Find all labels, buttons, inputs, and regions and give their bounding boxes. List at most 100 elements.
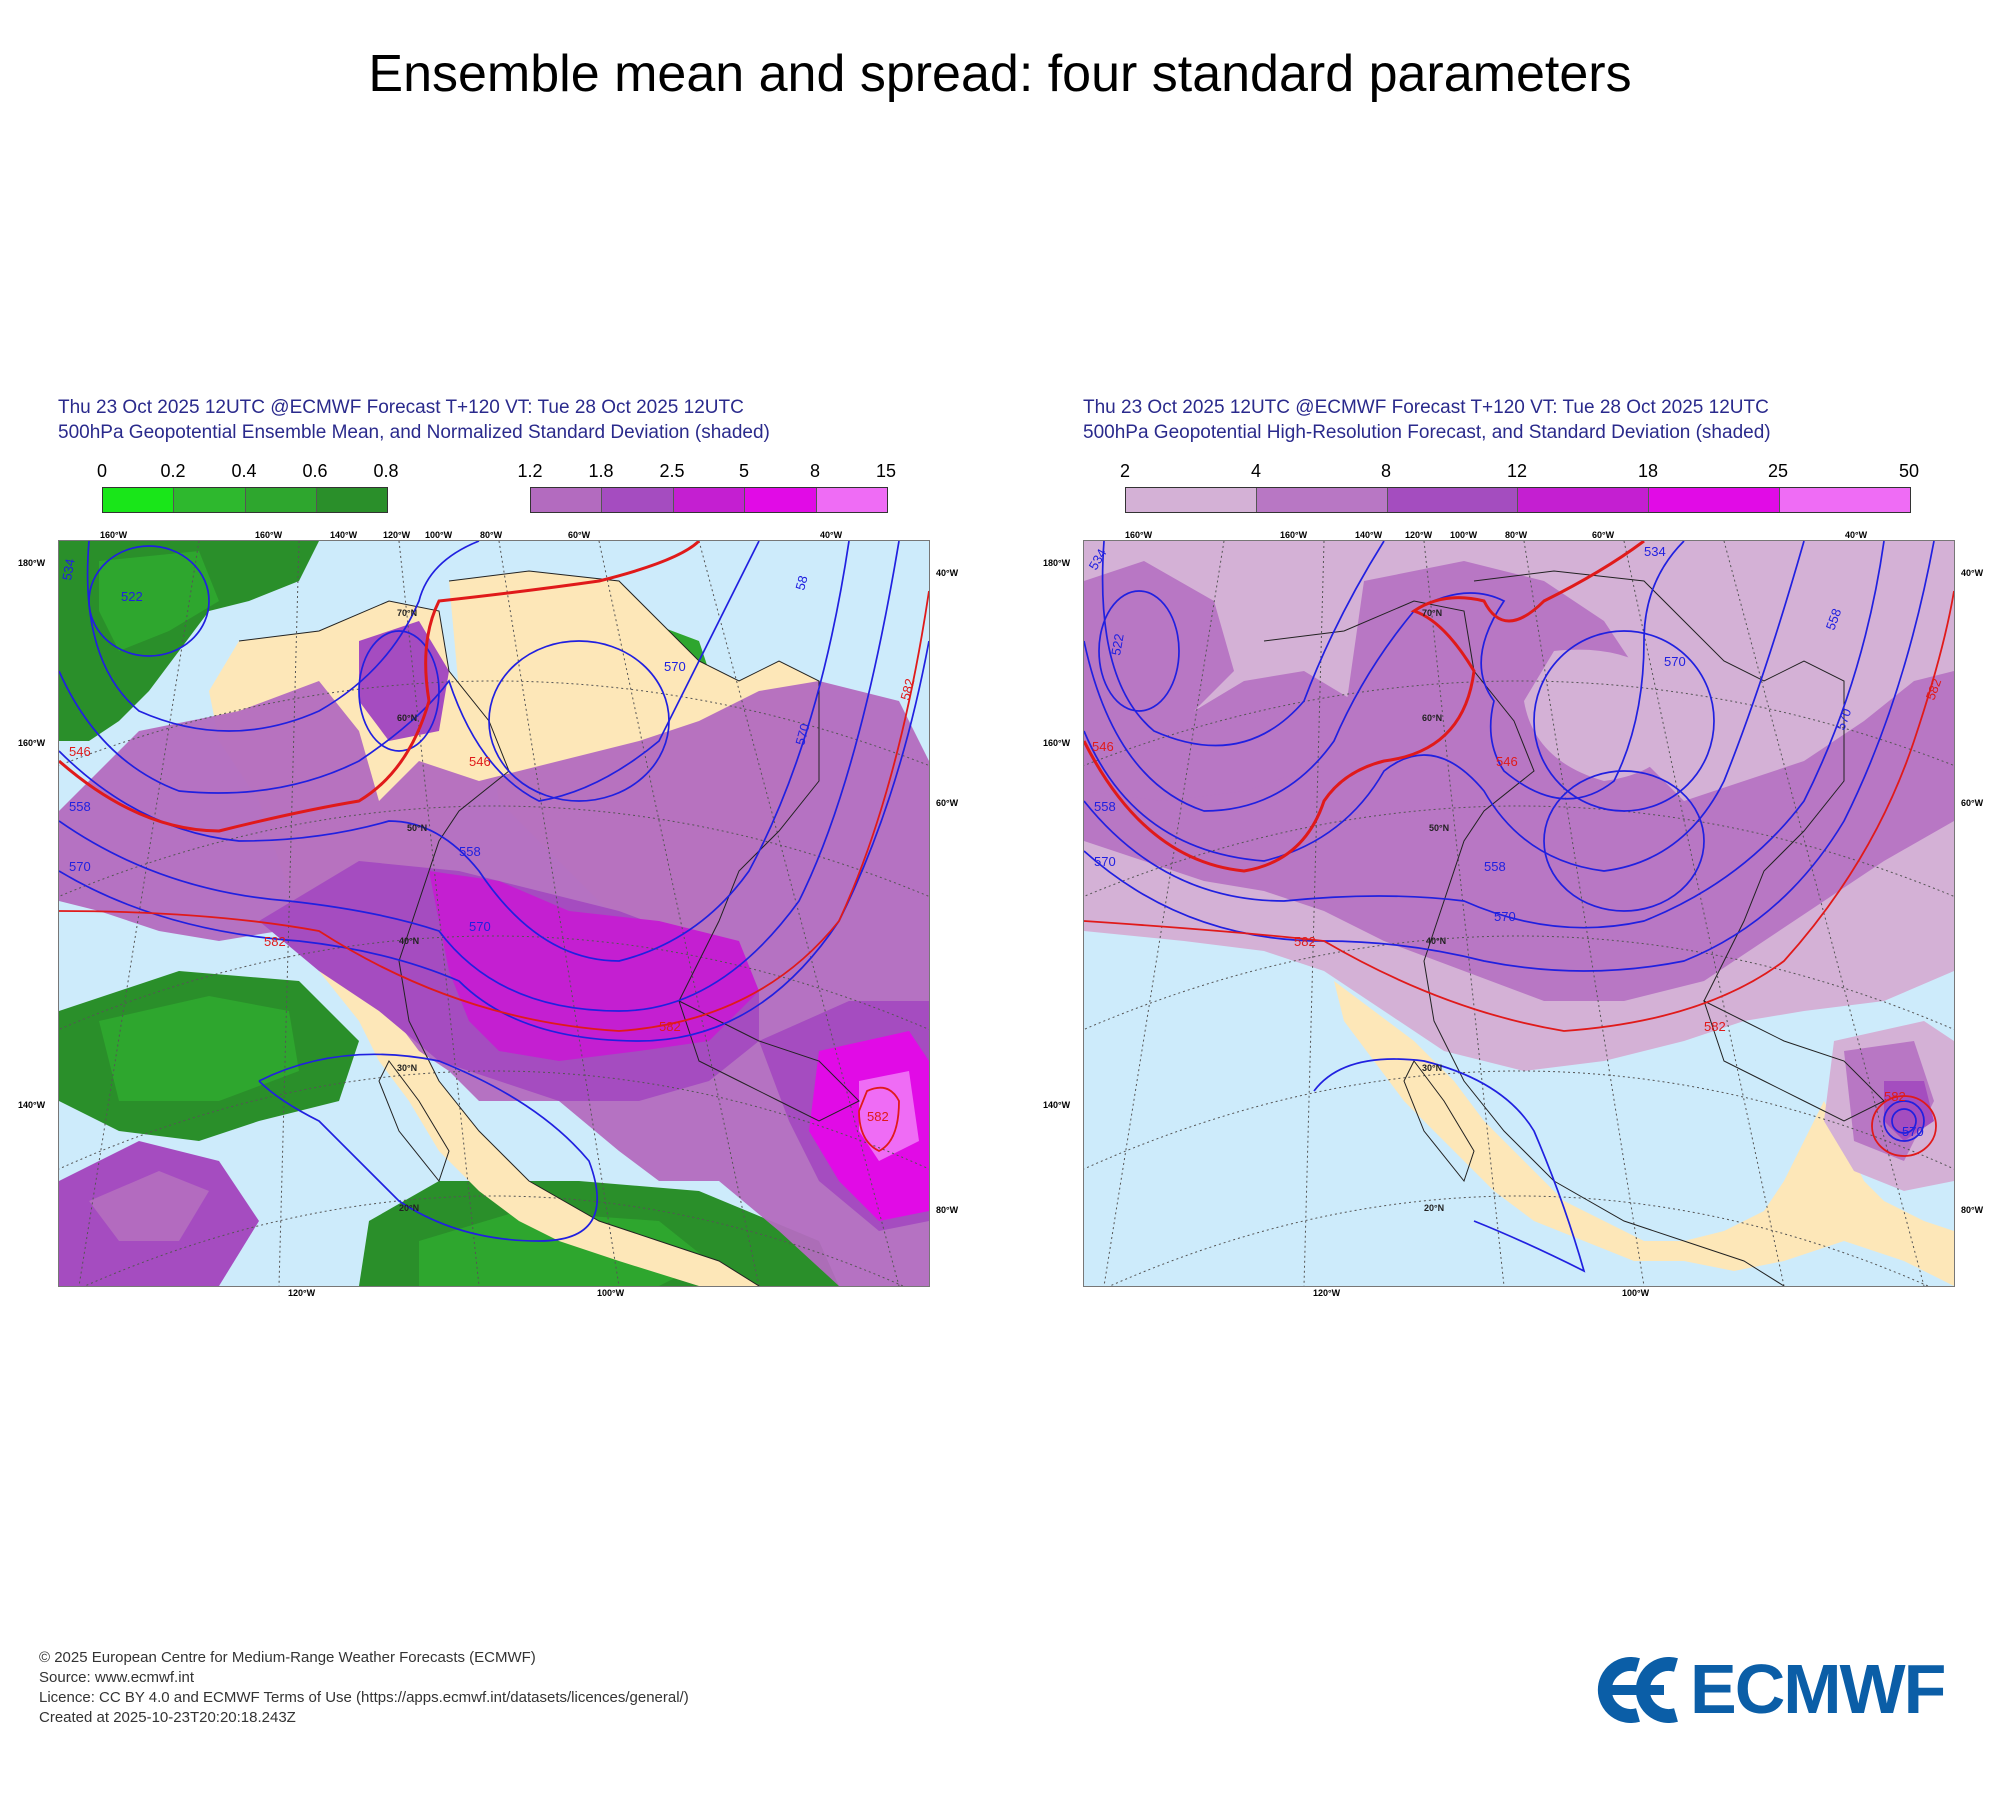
contour-label: 558	[69, 799, 91, 814]
contour-label: 534	[1644, 544, 1666, 559]
shaded-region	[859, 1071, 919, 1161]
legend-colorbar	[1125, 487, 1911, 513]
lat-label: 140°W	[18, 1100, 46, 1110]
contour-label: 534	[59, 558, 78, 582]
ecmwf-logo: ECMWF	[1590, 1650, 1970, 1735]
high-res-map: 522 534 534 558 570 570 570 558 558 570 …	[1083, 540, 1955, 1287]
contour-label: 582	[897, 677, 917, 702]
lon-label: 120°W	[1313, 1288, 1341, 1298]
lat-label: 70°N	[1422, 608, 1442, 618]
legend-swatch	[673, 488, 746, 512]
lat-label: 30°N	[1422, 1063, 1442, 1073]
page-title: Ensemble mean and spread: four standard …	[368, 45, 1632, 103]
blue-contours	[59, 541, 929, 1242]
ecmwf-logo-mark	[1597, 1657, 1678, 1723]
contour-label: 546	[469, 754, 491, 769]
contour-label: 546	[1496, 754, 1518, 769]
lat-label: 50°N	[1429, 823, 1449, 833]
legend-swatch	[245, 488, 317, 512]
legend-tick: 1.2	[517, 461, 543, 481]
latitude-labels: 70°N 60°N 50°N 40°N 30°N 20°N	[1422, 608, 1449, 1213]
contour-label: 570	[792, 722, 812, 747]
lon-label: 60°W	[1592, 530, 1615, 540]
shaded-region	[429, 871, 759, 1061]
lat-label: 30°N	[397, 1063, 417, 1073]
shaded-region	[89, 1171, 209, 1241]
contour-label: 558	[1823, 607, 1845, 633]
ensemble-mean-panel: Thu 23 Oct 2025 12UTC @ECMWF Forecast T+…	[58, 395, 938, 1315]
lon-label: 80°W	[1505, 530, 1528, 540]
lat-label: 50°N	[407, 823, 427, 833]
lat-label: 180°W	[18, 558, 46, 568]
footer-licence[interactable]: Licence: CC BY 4.0 and ECMWF Terms of Us…	[39, 1689, 689, 1706]
legend-swatch	[1518, 488, 1650, 512]
contour-label: 582	[1294, 934, 1316, 949]
lat-label: 60°N	[397, 713, 417, 723]
contour-label: 570	[1833, 707, 1855, 733]
legend-tick: 0	[96, 461, 108, 481]
contour-label: 570	[1664, 654, 1686, 669]
contour-label: 570	[1902, 1124, 1924, 1139]
legend-tick: 0.6	[302, 461, 328, 481]
map-canvas: 522 534 558 570 570 570 58 558 570 546 5…	[59, 541, 929, 1286]
coastlines	[238, 570, 860, 1286]
legend-swatch	[602, 488, 674, 512]
lat-label: 40°W	[936, 568, 959, 578]
lon-label: 100°W	[597, 1288, 625, 1298]
contour-label: 582	[1923, 677, 1945, 703]
contour-label: 570	[664, 659, 686, 674]
lat-label: 180°W	[1043, 558, 1071, 568]
lat-label: 40°N	[399, 936, 419, 946]
lat-label: 80°W	[1961, 1205, 1984, 1215]
legend-tick: 8	[1380, 461, 1392, 481]
lon-label: 100°W	[425, 530, 453, 540]
legend-tick: 0.2	[160, 461, 186, 481]
contour-labels: 522 534 558 570 570 570 58 558 570 546 5…	[59, 558, 917, 1124]
contour-label: 582	[1884, 1089, 1906, 1104]
lon-label: 160°W	[1280, 530, 1308, 540]
contour-label: 558	[459, 844, 481, 859]
shaded-region	[419, 1211, 709, 1286]
lon-label: 60°W	[568, 530, 591, 540]
legend-purple-colorbar	[530, 487, 888, 513]
panel-header-line2: 500hPa Geopotential High-Resolution Fore…	[1083, 422, 1771, 443]
legend-swatch	[816, 488, 888, 512]
latitude-labels: 50°N 40°N 30°N 20°N 60°N 70°N	[397, 608, 427, 1213]
legend-tick: 2.5	[659, 461, 685, 481]
contour-labels: 522 534 534 558 570 570 570 558 558 570 …	[1086, 544, 1945, 1139]
contour-label: 570	[1094, 854, 1116, 869]
footer-created: Created at 2025-10-23T20:20:18.243Z	[39, 1709, 296, 1726]
legend-swatch	[1387, 488, 1519, 512]
lon-label: 40°W	[820, 530, 843, 540]
lon-label: 160°W	[1125, 530, 1153, 540]
contour-label: 570	[1494, 909, 1516, 924]
panel-header-line1: Thu 23 Oct 2025 12UTC @ECMWF Forecast T+…	[1083, 397, 1769, 418]
red-contour-582	[59, 590, 929, 1153]
legend-tick: 8	[809, 461, 821, 481]
blue-contours	[1084, 541, 1935, 1273]
lon-label: 120°W	[383, 530, 411, 540]
shaded-region	[99, 996, 299, 1101]
legend-tick: 0.8	[373, 461, 399, 481]
legend-swatch	[745, 488, 817, 512]
legend-green-colorbar	[102, 487, 388, 513]
red-contour-546	[1084, 541, 1645, 873]
lat-label: 160°W	[1043, 738, 1071, 748]
coastlines	[1263, 570, 1885, 1286]
legend-tick: 5	[738, 461, 750, 481]
lon-label: 120°W	[288, 1288, 316, 1298]
map-canvas: 522 534 534 558 570 570 570 558 558 570 …	[1084, 541, 1954, 1286]
footer-source[interactable]: Source: www.ecmwf.int	[39, 1669, 195, 1686]
high-res-panel: Thu 23 Oct 2025 12UTC @ECMWF Forecast T+…	[1083, 395, 1963, 1315]
lat-label: 40°W	[1961, 568, 1984, 578]
legend-tick: 1.8	[588, 461, 614, 481]
red-contour-546	[59, 541, 701, 833]
shaded-region	[1084, 561, 1954, 1001]
contour-label: 558	[1484, 859, 1506, 874]
lat-label: 20°N	[399, 1203, 419, 1213]
lat-label: 80°W	[936, 1205, 959, 1215]
contour-label: 58	[792, 574, 810, 592]
contour-label: 546	[69, 744, 91, 759]
contour-label: 570	[69, 859, 91, 874]
lat-label: 60°W	[1961, 798, 1984, 808]
